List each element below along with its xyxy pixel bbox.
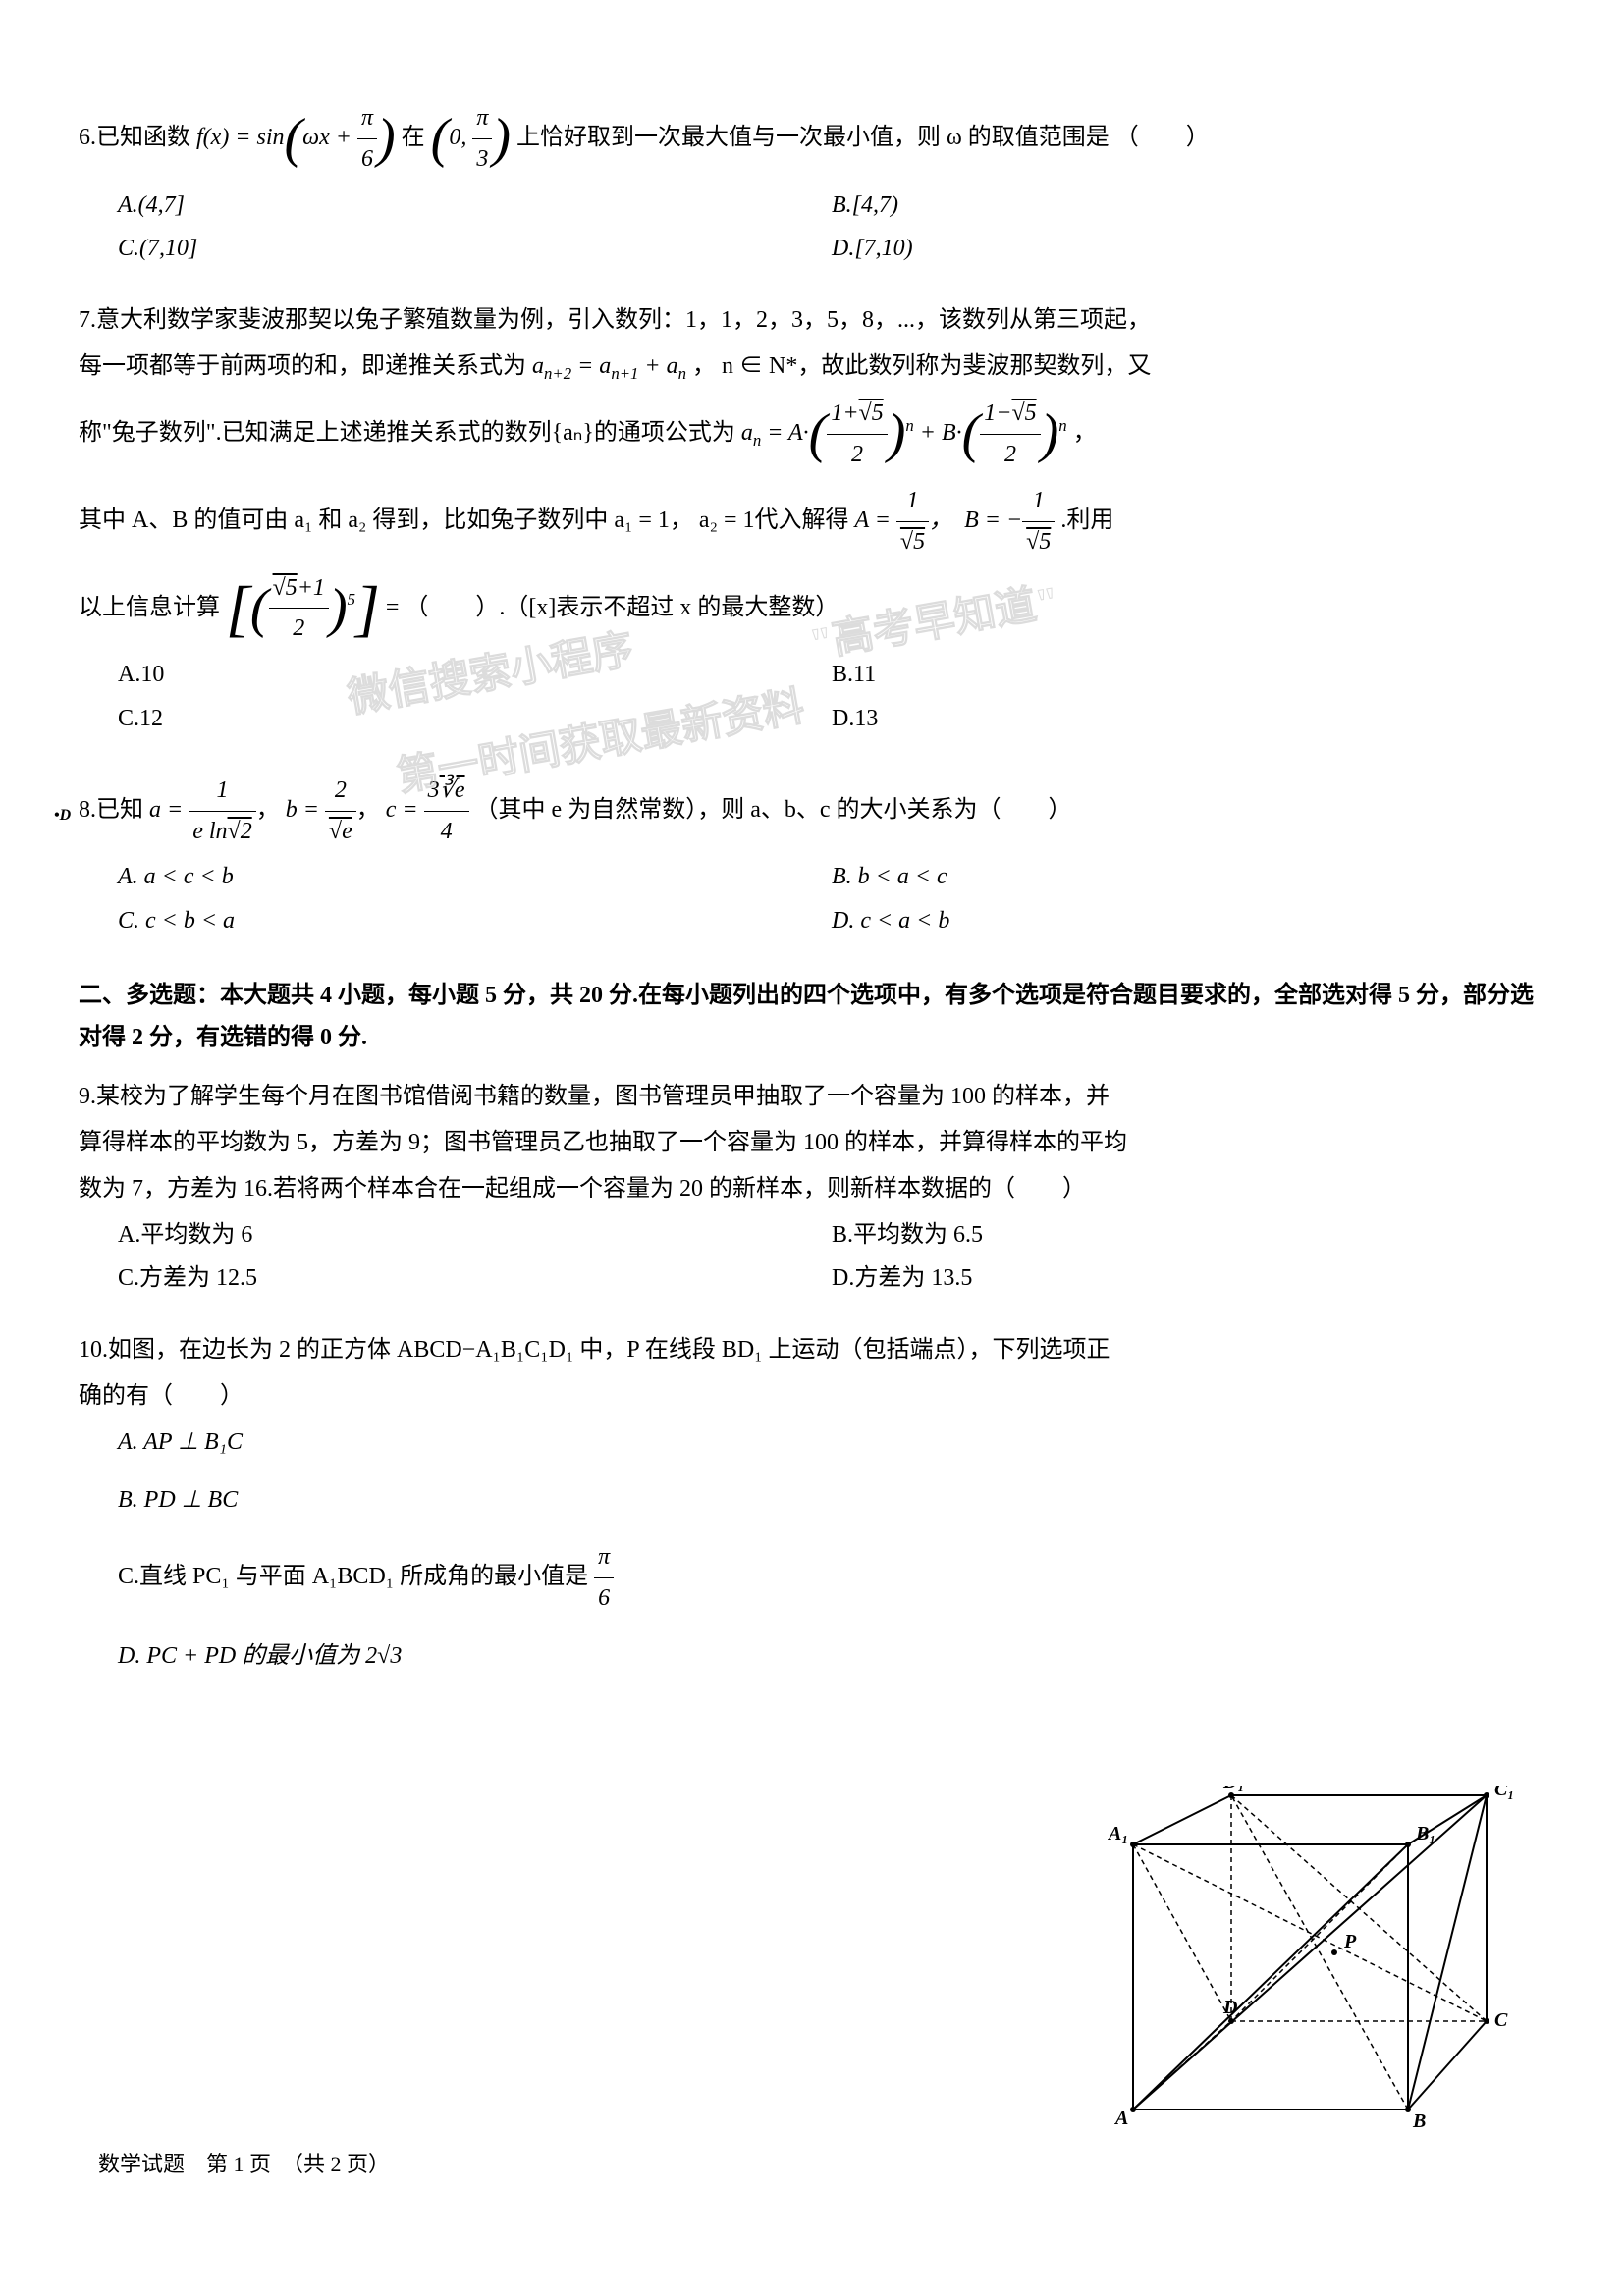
q6-stem: 6.已知函数 f(x) = sin(ωx + π6) 在 (0, π3) 上恰好… (79, 98, 1545, 180)
svg-text:P: P (1343, 1931, 1357, 1952)
q10-options-col: A. AP ⊥ B₁C B. PD ⊥ BC C.直线 PC₁ 与平面 A₁BC… (79, 1422, 988, 1677)
q7-l3b: ， (1073, 420, 1097, 446)
q9-optD: D.方差为 13.5 (832, 1258, 1545, 1299)
marginal-label: •D (54, 807, 71, 825)
q8-optC: C. c < b < a (118, 901, 832, 941)
svg-text:C₁: C₁ (1494, 1786, 1514, 1800)
q8-mid: （其中 e 为自然常数），则 a、b、c 的大小关系为（ ） (475, 797, 1072, 823)
svg-text:D₁: D₁ (1222, 1786, 1244, 1792)
q9-l2: 算得样本的平均数为 5，方差为 9；图书管理员乙也抽取了一个容量为 100 的样… (79, 1123, 1545, 1163)
q7-general: an = A·(1+√52)n + B·(1−√52)n (741, 420, 1073, 446)
q7-l4a: 其中 A、B 的值可由 a₁ 和 a₂ 得到，比如兔子数列中 a₁ = 1， a… (79, 507, 855, 533)
question-7: 7.意大利数学家斐波那契以兔子繁殖数量为例，引入数列：1，1，2，3，5，8，.… (79, 300, 1545, 743)
q8-stem: 8.已知 a = 1e ln√2， b = 2√e， c = 3∛e4 （其中 … (79, 771, 1545, 852)
q10-optD: D. PC + PD 的最小值为 2√3 (79, 1636, 988, 1677)
q7-calc: [(√5+12)5] (226, 594, 386, 619)
q7-optC: C.12 (118, 699, 832, 739)
q7-optB: B.11 (832, 655, 1545, 695)
q7-l4b: .利用 (1060, 507, 1113, 533)
svg-text:B₁: B₁ (1415, 1823, 1435, 1844)
q7-recur: an+2 = an+1 + an (532, 353, 686, 379)
svg-text:D: D (1222, 1997, 1237, 2018)
page-footer: 数学试题 第 1 页 （共 2 页） (98, 2147, 390, 2178)
q10-optB: B. PD ⊥ BC (79, 1480, 988, 1521)
q10-l2: 确的有（ ） (79, 1376, 1545, 1416)
svg-text:B: B (1412, 2110, 1426, 2132)
q7-line5: 以上信息计算 [(√5+12)5] = （ ）.（[x]表示不超过 x 的最大整… (79, 568, 1545, 650)
q10-optC: C.直线 PC₁ 与平面 A₁BCD₁ 所成角的最小值是 π6 (79, 1537, 988, 1619)
q6-optB: B.[4,7) (832, 186, 1545, 226)
q8-options: A. a < c < b B. b < a < c C. c < b < a D… (79, 857, 1545, 945)
q7-AB: A = 1√5， B = −1√5 (855, 507, 1061, 533)
q6-optC: C.(7,10] (118, 229, 832, 269)
svg-text:A: A (1113, 2108, 1128, 2129)
q10-l1: 10.如图，在边长为 2 的正方体 ABCD−A₁B₁C₁D₁ 中，P 在线段 … (79, 1330, 1545, 1370)
q6-mid: 在 (402, 125, 431, 150)
q7-l3a: 称"兔子数列".已知满足上述递推关系式的数列{aₙ}的通项公式为 (79, 420, 741, 446)
question-6: 6.已知函数 f(x) = sin(ωx + π6) 在 (0, π3) 上恰好… (79, 98, 1545, 273)
q7-line2: 每一项都等于前两项的和，即递推关系式为 an+2 = an+1 + an ， n… (79, 347, 1545, 388)
q9-optB: B.平均数为 6.5 (832, 1215, 1545, 1255)
q10-optC-text: C.直线 PC₁ 与平面 A₁BCD₁ 所成角的最小值是 (118, 1564, 594, 1589)
question-9: 9.某校为了解学生每个月在图书馆借阅书籍的数量，图书管理员甲抽取了一个容量为 1… (79, 1077, 1545, 1303)
q6-options: A.(4,7] B.[4,7) C.(7,10] D.[7,10) (79, 186, 1545, 274)
q9-optA: A.平均数为 6 (118, 1215, 832, 1255)
cube-diagram: A B C D A₁ B₁ C₁ D₁ P (1104, 1786, 1516, 2139)
question-10: 10.如图，在边长为 2 的正方体 ABCD−A₁B₁C₁D₁ 中，P 在线段 … (79, 1330, 1545, 1677)
q8-b: b = 2√e (286, 797, 356, 823)
q6-optA: A.(4,7] (118, 186, 832, 226)
q10-optA: A. AP ⊥ B₁C (79, 1422, 988, 1463)
q7-l5b: = （ ）.（[x]表示不超过 x 的最大整数） (386, 594, 839, 619)
q7-l2b: ， n ∈ N*，故此数列称为斐波那契数列，又 (692, 353, 1151, 379)
q9-l1: 9.某校为了解学生每个月在图书馆借阅书籍的数量，图书管理员甲抽取了一个容量为 1… (79, 1077, 1545, 1117)
q8-optA: A. a < c < b (118, 857, 832, 897)
q7-optA: A.10 (118, 655, 832, 695)
q8-optD: D. c < a < b (832, 901, 1545, 941)
q7-options: A.10 B.11 C.12 D.13 (79, 655, 1545, 743)
q6-optD: D.[7,10) (832, 229, 1545, 269)
question-8: 8.已知 a = 1e ln√2， b = 2√e， c = 3∛e4 （其中 … (79, 771, 1545, 945)
q8-a: a = 1e ln√2 (149, 797, 256, 823)
q8-optB: B. b < a < c (832, 857, 1545, 897)
q8-prefix: 8.已知 (79, 797, 149, 823)
q7-line1: 7.意大利数学家斐波那契以兔子繁殖数量为例，引入数列：1，1，2，3，5，8，.… (79, 300, 1545, 341)
q7-optD: D.13 (832, 699, 1545, 739)
q6-suffix: 上恰好取到一次最大值与一次最小值，则 ω 的取值范围是 （ ） (516, 125, 1210, 150)
exam-page: 6.已知函数 f(x) = sin(ωx + π6) 在 (0, π3) 上恰好… (79, 98, 1545, 1677)
q6-formula: f(x) = sin(ωx + π6) (196, 125, 402, 150)
q7-l5a: 以上信息计算 (79, 594, 226, 619)
svg-text:A₁: A₁ (1107, 1823, 1128, 1844)
q7-line4: 其中 A、B 的值可由 a₁ 和 a₂ 得到，比如兔子数列中 a₁ = 1， a… (79, 481, 1545, 562)
q9-options: A.平均数为 6 B.平均数为 6.5 C.方差为 12.5 D.方差为 13.… (79, 1215, 1545, 1304)
svg-text:C: C (1494, 2009, 1508, 2031)
q9-optC: C.方差为 12.5 (118, 1258, 832, 1299)
q7-line3: 称"兔子数列".已知满足上述递推关系式的数列{aₙ}的通项公式为 an = A·… (79, 394, 1545, 475)
q6-prefix: 6.已知函数 (79, 125, 196, 150)
q6-interval: (0, π3) (431, 125, 516, 150)
q7-l2a: 每一项都等于前两项的和，即递推关系式为 (79, 353, 532, 379)
q10-optC-frac: π6 (594, 1537, 614, 1619)
section-2-header: 二、多选题：本大题共 4 小题，每小题 5 分，共 20 分.在每小题列出的四个… (79, 975, 1545, 1059)
q8-c: c = 3∛e4 (386, 797, 469, 823)
q9-l3: 数为 7，方差为 16.若将两个样本合在一起组成一个容量为 20 的新样本，则新… (79, 1169, 1545, 1209)
